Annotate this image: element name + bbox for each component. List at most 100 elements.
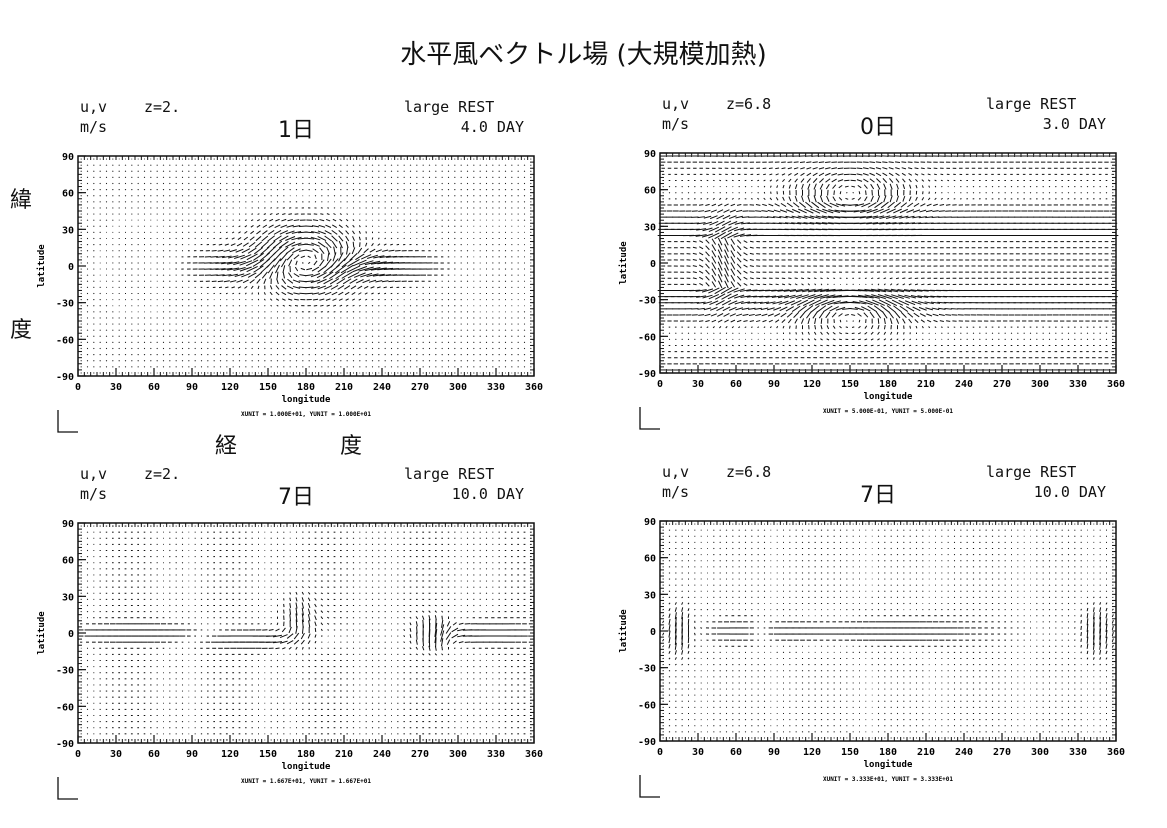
vector-dot	[530, 201, 532, 203]
vector-dot	[454, 213, 456, 215]
wind-vector	[796, 294, 809, 300]
wind-vector	[920, 167, 925, 170]
vector-dot	[156, 329, 158, 331]
wind-vector	[227, 261, 240, 265]
wind-vector	[899, 305, 909, 312]
wind-vector	[234, 273, 245, 277]
vector-dot	[523, 366, 526, 368]
x-tick-label: 210	[335, 382, 353, 393]
wind-vector	[838, 332, 843, 335]
wind-vector	[743, 252, 748, 256]
vector-dot	[517, 195, 519, 197]
vector-dot	[226, 201, 228, 203]
wind-vector	[325, 218, 331, 222]
wind-vector	[814, 318, 817, 325]
wind-vector	[775, 173, 779, 176]
vector-dot	[517, 213, 519, 215]
vector-dot	[972, 192, 975, 194]
wind-vector	[877, 338, 880, 341]
vector-dot	[93, 335, 95, 337]
wind-vector	[717, 267, 723, 277]
vector-dot	[93, 244, 95, 246]
wind-vector	[739, 289, 752, 292]
wind-vector	[818, 167, 825, 170]
vector-dot	[327, 354, 329, 356]
wind-vector	[925, 216, 934, 219]
wind-vector	[820, 338, 823, 341]
vector-dot	[175, 164, 177, 166]
wind-vector	[722, 214, 731, 220]
wind-vector	[215, 268, 226, 271]
vector-dot	[333, 366, 336, 368]
vector-dot	[251, 195, 253, 197]
vector-dot	[447, 299, 450, 301]
vector-dot	[80, 189, 82, 191]
vector-dot	[276, 158, 279, 160]
vector-dot	[99, 195, 101, 197]
vector-dot	[99, 286, 101, 288]
wind-vector	[282, 265, 286, 273]
vector-dot	[251, 164, 253, 166]
wind-vector	[266, 240, 276, 249]
vector-dot	[504, 360, 507, 362]
wind-vector	[897, 294, 910, 299]
vector-dot	[219, 360, 222, 362]
vector-dot	[966, 192, 968, 194]
wind-vector	[882, 167, 888, 170]
vector-dot	[530, 231, 532, 233]
vector-dot	[397, 366, 399, 368]
vector-dot	[454, 170, 456, 172]
vector-dot	[454, 195, 456, 197]
vector-dot	[435, 231, 437, 233]
vector-dot	[327, 158, 329, 160]
vector-dot	[219, 158, 222, 160]
wind-vector	[858, 325, 861, 329]
wind-vector	[261, 235, 269, 242]
wind-vector	[372, 273, 385, 277]
wind-vector	[311, 285, 320, 289]
vector-dot	[416, 207, 418, 209]
vector-dot	[460, 347, 462, 350]
page-title: 水平風ベクトル場 (大規模加熱)	[400, 40, 767, 70]
wind-vector	[371, 298, 374, 301]
x-tick-label: 30	[110, 382, 122, 393]
vector-dot	[504, 207, 507, 209]
wind-vector	[835, 203, 846, 207]
wind-vector	[902, 318, 906, 324]
vector-dot	[454, 158, 456, 160]
wind-vector	[933, 203, 938, 207]
vector-dot	[416, 354, 418, 356]
vector-dot	[409, 213, 412, 215]
vector-dot	[112, 372, 114, 374]
wind-vector	[864, 338, 868, 341]
wind-vector	[800, 167, 805, 170]
wind-vector	[727, 287, 739, 294]
vector-dot	[441, 195, 443, 197]
wind-vector	[908, 283, 912, 286]
wind-vector	[341, 271, 353, 279]
vector-dot	[188, 311, 190, 313]
vector-dot	[118, 335, 120, 337]
vector-dot	[169, 250, 171, 252]
wind-vector	[877, 344, 880, 347]
wind-vector	[839, 338, 842, 341]
vector-dot	[105, 164, 108, 166]
wind-vector	[755, 204, 761, 206]
wind-vector	[804, 208, 814, 214]
wind-vector	[944, 307, 952, 310]
wind-vector	[803, 222, 815, 225]
wind-vector	[921, 283, 925, 286]
wind-vector	[307, 255, 311, 259]
wind-vector	[933, 319, 938, 323]
vector-dot	[479, 195, 481, 197]
wind-vector	[281, 285, 287, 290]
wind-vector	[324, 230, 332, 235]
vector-dot	[378, 354, 380, 356]
wind-vector	[796, 299, 809, 306]
vector-dot	[194, 372, 196, 374]
wind-vector	[730, 203, 736, 207]
vector-dot	[105, 335, 108, 337]
vector-dot	[517, 323, 519, 325]
wind-vector	[331, 240, 338, 249]
wind-vector	[763, 179, 766, 182]
